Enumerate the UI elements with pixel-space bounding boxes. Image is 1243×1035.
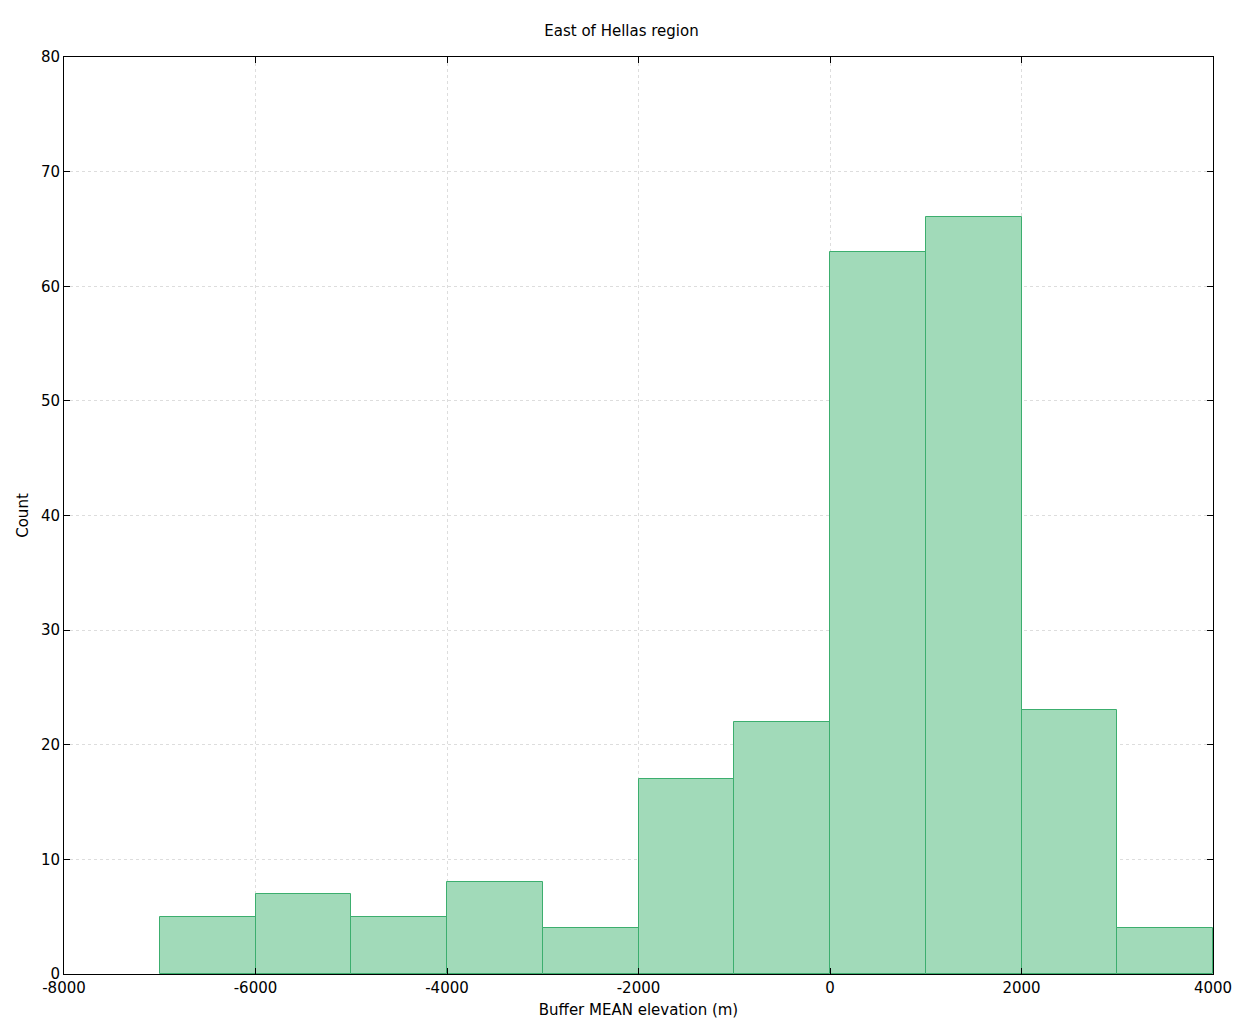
svg-text:-4000: -4000 bbox=[425, 979, 469, 997]
svg-text:Count: Count bbox=[14, 493, 32, 538]
svg-text:70: 70 bbox=[41, 163, 60, 181]
svg-text:60: 60 bbox=[41, 278, 60, 296]
svg-text:0: 0 bbox=[825, 979, 835, 997]
svg-text:20: 20 bbox=[41, 736, 60, 754]
svg-text:40: 40 bbox=[41, 507, 60, 525]
svg-text:0: 0 bbox=[50, 965, 60, 983]
svg-text:2000: 2000 bbox=[1002, 979, 1040, 997]
svg-text:4000: 4000 bbox=[1194, 979, 1232, 997]
svg-text:-6000: -6000 bbox=[234, 979, 278, 997]
svg-text:Buffer MEAN elevation (m): Buffer MEAN elevation (m) bbox=[539, 1001, 738, 1019]
svg-text:East of Hellas region: East of Hellas region bbox=[544, 22, 698, 40]
svg-text:-2000: -2000 bbox=[617, 979, 661, 997]
svg-text:30: 30 bbox=[41, 621, 60, 639]
svg-text:-8000: -8000 bbox=[42, 979, 86, 997]
svg-text:80: 80 bbox=[41, 48, 60, 66]
svg-text:10: 10 bbox=[41, 851, 60, 869]
svg-text:50: 50 bbox=[41, 392, 60, 410]
